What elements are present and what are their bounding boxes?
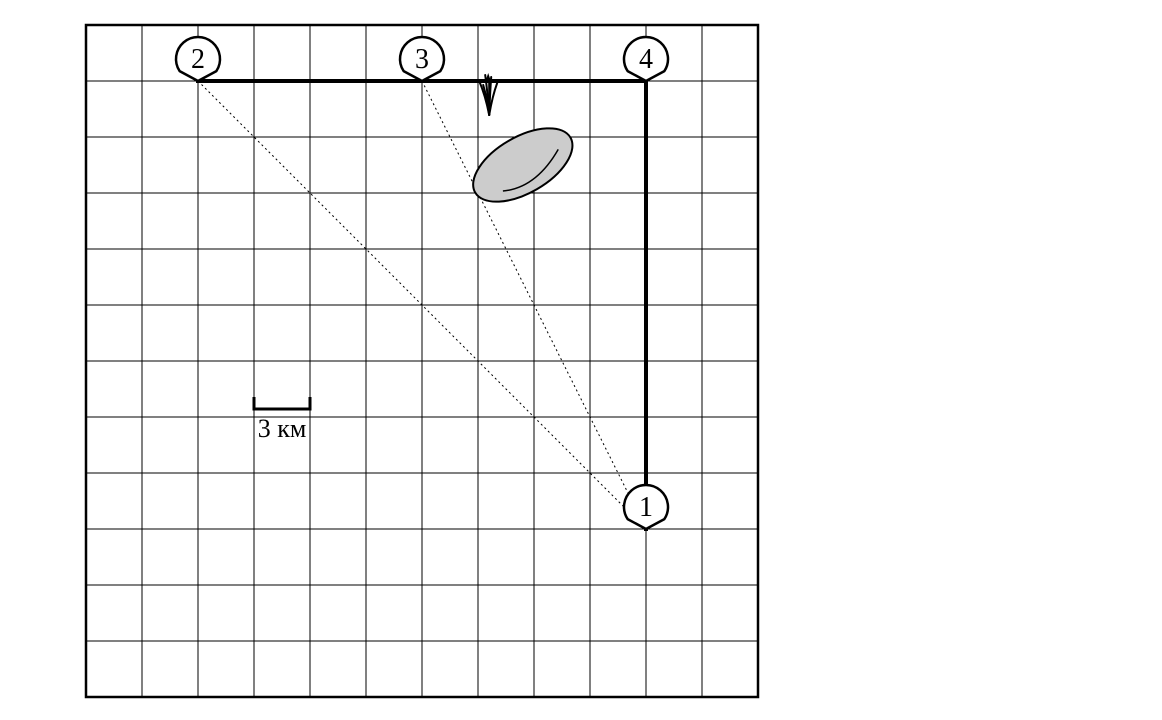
marker-label: 1 [639, 492, 653, 523]
map-diagram: 3 км 2 3 4 1 [20, 20, 820, 700]
marker-label: 4 [639, 44, 653, 75]
marker-2: 2 [176, 37, 220, 81]
diagram-svg: 3 км 2 3 4 1 [20, 20, 820, 700]
scale-bracket [254, 397, 310, 409]
marker-1: 1 [624, 485, 668, 529]
scale-label: 3 км [258, 414, 307, 443]
marker-label: 3 [415, 44, 429, 75]
marker-3: 3 [400, 37, 444, 81]
marker-4: 4 [624, 37, 668, 81]
marker-label: 2 [191, 44, 205, 75]
